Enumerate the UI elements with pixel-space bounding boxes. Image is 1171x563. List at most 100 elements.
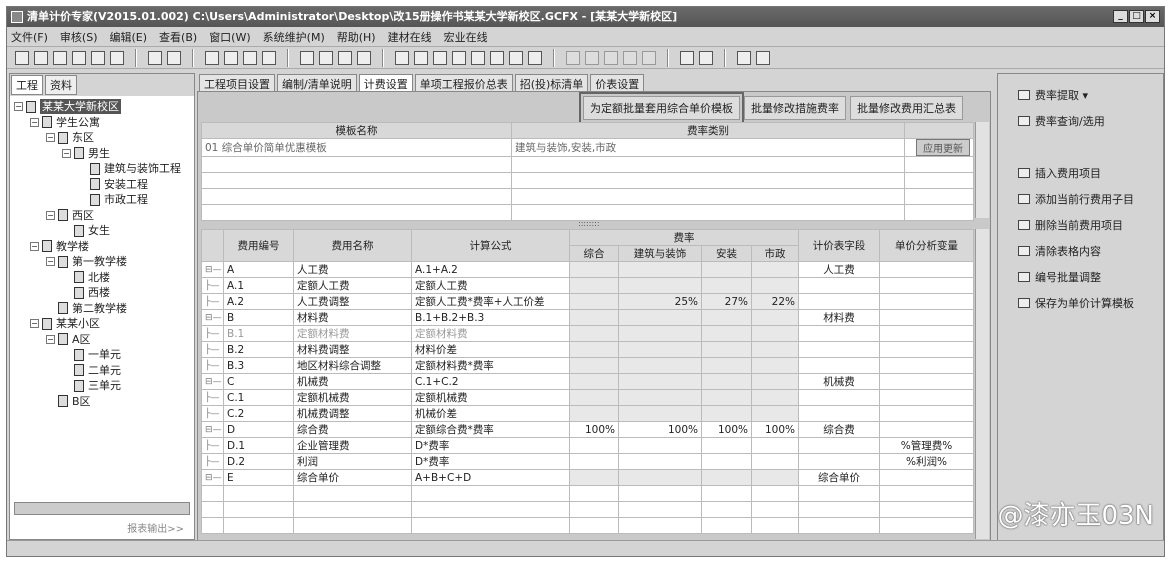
fee-rate[interactable]	[618, 469, 702, 486]
tree-connector-icon[interactable]: ⊟—	[201, 421, 224, 438]
collapse-icon[interactable]: −	[30, 319, 39, 329]
collapse-icon[interactable]: −	[30, 117, 39, 127]
table-row[interactable]: ├— A.2 人工费调整 定额人工费*费率+人工价差 25% 27% 22%	[201, 293, 974, 310]
table-row[interactable]: ├— D.2 利润 D*费率 %利润%	[201, 453, 974, 470]
tab-item[interactable]: 编制/清单说明	[277, 74, 357, 91]
fee-rate[interactable]: 100%	[751, 421, 799, 438]
tree-item[interactable]: − 第一教学楼	[14, 254, 194, 270]
collapse-icon[interactable]: −	[46, 133, 55, 143]
action-item[interactable]: 费率提取 ▾	[998, 82, 1163, 108]
fee-rate[interactable]	[751, 453, 799, 470]
toolbar-button-icon[interactable]	[490, 50, 504, 65]
toolbar-button-icon[interactable]	[471, 50, 485, 65]
action-item[interactable]: 删除当前费用项目	[998, 212, 1163, 238]
table-row[interactable]: ⊟— D 综合费 定额综合费*费率 100% 100% 100% 100% 综合费	[201, 421, 974, 438]
fee-rate[interactable]	[569, 437, 619, 454]
horizontal-scrollbar[interactable]	[14, 502, 190, 515]
fee-rate[interactable]	[701, 357, 752, 374]
fee-rate[interactable]	[751, 357, 799, 374]
toolbar-button-icon[interactable]	[300, 50, 314, 65]
tree-item[interactable]: − 西区	[14, 208, 194, 224]
toolbar-button-icon[interactable]	[642, 50, 656, 65]
fee-rate[interactable]	[701, 453, 752, 470]
toolbar-button-icon[interactable]	[528, 50, 542, 65]
fee-rate[interactable]: 27%	[701, 293, 752, 310]
tree-item[interactable]: − 教学楼	[14, 239, 194, 255]
fee-rate[interactable]	[701, 261, 752, 278]
fee-rate[interactable]	[701, 277, 752, 294]
fee-rate[interactable]	[701, 437, 752, 454]
table-row[interactable]: ⊟— A 人工费 A.1+A.2 人工费	[201, 261, 974, 278]
fee-rate[interactable]	[618, 277, 702, 294]
tree-item[interactable]: 一单元	[14, 347, 194, 363]
tree-item[interactable]: − 某某大学新校区	[14, 99, 194, 115]
collapse-icon[interactable]: −	[46, 210, 55, 220]
tree-item[interactable]: 女生	[14, 223, 194, 239]
toolbar-button-icon[interactable]	[262, 50, 276, 65]
collapse-icon[interactable]: −	[30, 241, 39, 251]
fee-rate[interactable]	[569, 469, 619, 486]
fee-rate[interactable]	[618, 453, 702, 470]
fee-rate[interactable]: 100%	[701, 421, 752, 438]
toolbar-button-icon[interactable]	[53, 50, 67, 65]
toolbar-button-icon[interactable]	[224, 50, 238, 65]
toolbar-button-icon[interactable]	[452, 50, 466, 65]
fee-rate[interactable]	[701, 325, 752, 342]
fee-rate[interactable]	[751, 389, 799, 406]
fee-rate[interactable]	[569, 277, 619, 294]
toolbar-button-icon[interactable]	[433, 50, 447, 65]
tree-connector-icon[interactable]: ├—	[201, 293, 224, 310]
tree-item[interactable]: 西楼	[14, 285, 194, 301]
tree-item[interactable]: − 男生	[14, 146, 194, 162]
menu-item[interactable]: 查看(B)	[159, 30, 198, 44]
tree-item[interactable]: − 学生公寓	[14, 115, 194, 131]
toolbar-button-icon[interactable]	[319, 50, 333, 65]
toolbar-button-icon[interactable]	[148, 50, 162, 65]
fee-rate[interactable]	[751, 309, 799, 326]
tree-item[interactable]: 安装工程	[14, 177, 194, 193]
fee-rate[interactable]	[751, 261, 799, 278]
fee-rate[interactable]	[569, 325, 619, 342]
tree-item[interactable]: − 某某小区	[14, 316, 194, 332]
splitter-handle[interactable]: ::::::::	[578, 219, 600, 228]
fee-rate[interactable]	[701, 389, 752, 406]
tree-item[interactable]: 第二教学楼	[14, 301, 194, 317]
menu-item[interactable]: 文件(F)	[11, 30, 48, 44]
action-item[interactable]: 添加当前行费用子目	[998, 186, 1163, 212]
fee-rate[interactable]	[569, 357, 619, 374]
tree-connector-icon[interactable]: ⊟—	[201, 469, 224, 486]
fee-rate[interactable]	[618, 261, 702, 278]
fee-rate[interactable]	[618, 357, 702, 374]
menu-item[interactable]: 编辑(E)	[109, 30, 148, 44]
tree-connector-icon[interactable]: ├—	[201, 453, 224, 470]
tree-connector-icon[interactable]: ├—	[201, 405, 224, 422]
toolbar-button-icon[interactable]	[414, 50, 428, 65]
toolbar-button-icon[interactable]	[604, 50, 618, 65]
menu-item[interactable]: 建材在线	[387, 30, 432, 44]
fee-rate[interactable]	[618, 309, 702, 326]
menu-item[interactable]: 宏业在线	[443, 30, 488, 44]
fee-rate[interactable]	[751, 405, 799, 422]
fee-rate[interactable]	[701, 373, 752, 390]
tree-item[interactable]: 二单元	[14, 363, 194, 379]
fee-rate[interactable]: 22%	[751, 293, 799, 310]
fee-rate[interactable]	[569, 453, 619, 470]
fee-rate[interactable]	[618, 389, 702, 406]
table-row[interactable]: ├— D.1 企业管理费 D*费率 %管理费%	[201, 437, 974, 454]
action-item[interactable]: 编号批量调整	[998, 264, 1163, 290]
toolbar-button-icon[interactable]	[756, 50, 770, 65]
table-row[interactable]: ⊟— B 材料费 B.1+B.2+B.3 材料费	[201, 309, 974, 326]
minimize-button[interactable]: _	[1113, 10, 1128, 23]
toolbar-button-icon[interactable]	[205, 50, 219, 65]
toolbar-button-icon[interactable]	[34, 50, 48, 65]
maximize-button[interactable]: □	[1129, 10, 1144, 23]
tree-item[interactable]: − A区	[14, 332, 194, 348]
tree-connector-icon[interactable]: ├—	[201, 341, 224, 358]
table-row[interactable]: ⊟— E 综合单价 A+B+C+D 综合单价	[201, 469, 974, 486]
tree-connector-icon[interactable]: ⊟—	[201, 373, 224, 390]
fee-rate[interactable]	[701, 405, 752, 422]
toolbar-button-icon[interactable]	[509, 50, 523, 65]
tree-item[interactable]: 市政工程	[14, 192, 194, 208]
toolbar-button-icon[interactable]	[15, 50, 29, 65]
fee-rate[interactable]: 25%	[618, 293, 702, 310]
